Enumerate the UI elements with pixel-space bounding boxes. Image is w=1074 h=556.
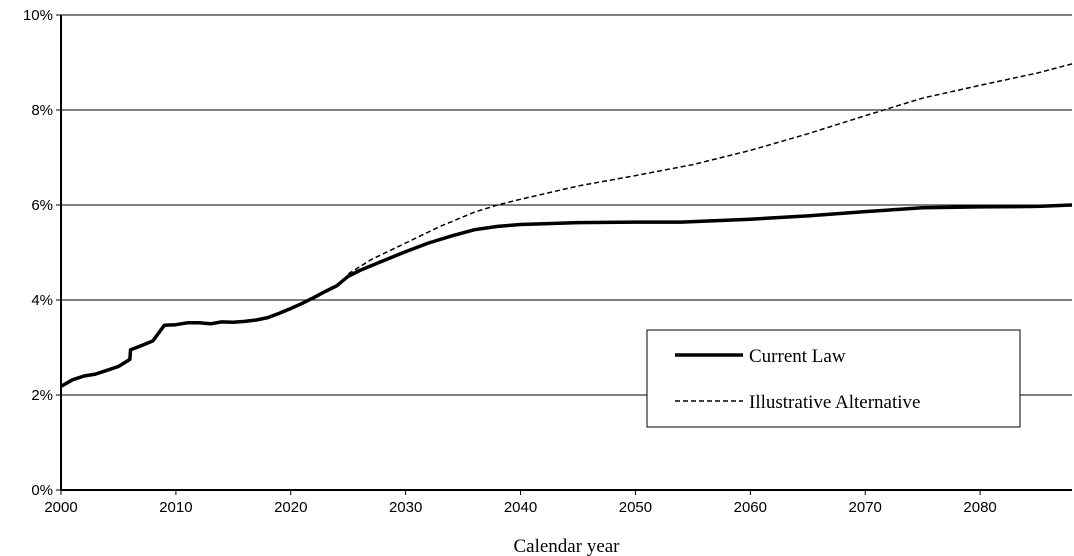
- legend: Current Law Illustrative Alternative: [646, 329, 1021, 428]
- y-tick-label: 2%: [31, 387, 53, 404]
- x-tick-label: 2010: [159, 499, 192, 516]
- y-tick-label: 10%: [23, 7, 53, 24]
- y-tick-label: 6%: [31, 197, 53, 214]
- x-tick-label: 2020: [274, 499, 307, 516]
- x-tick-label: 2070: [849, 499, 882, 516]
- x-tick-label: 2050: [619, 499, 652, 516]
- legend-label-current-law: Current Law: [749, 346, 846, 367]
- legend-label-illustrative-alternative: Illustrative Alternative: [749, 392, 920, 413]
- y-tick-label: 8%: [31, 102, 53, 119]
- x-tick-label: 2040: [504, 499, 537, 516]
- x-axis-title: Calendar year: [513, 536, 620, 556]
- x-tick-label: 2000: [44, 499, 77, 516]
- y-tick-label: 0%: [31, 482, 53, 499]
- x-tick-label: 2060: [734, 499, 767, 516]
- x-tick-label: 2080: [963, 499, 996, 516]
- y-tick-labels: 0% 2% 4% 6% 8% 10%: [23, 7, 53, 499]
- legend-box: [646, 329, 1021, 428]
- x-tick-label: 2030: [389, 499, 422, 516]
- series-lines: [60, 63, 1073, 388]
- y-tick-label: 4%: [31, 292, 53, 309]
- series-line-illustrative-alternative: [347, 63, 1073, 275]
- axes: [56, 14, 1072, 495]
- x-tick-labels: 2000 2010 2020 2030 2040 2050 2060 2070 2080: [44, 499, 996, 516]
- series-line-current-law: [60, 203, 1073, 388]
